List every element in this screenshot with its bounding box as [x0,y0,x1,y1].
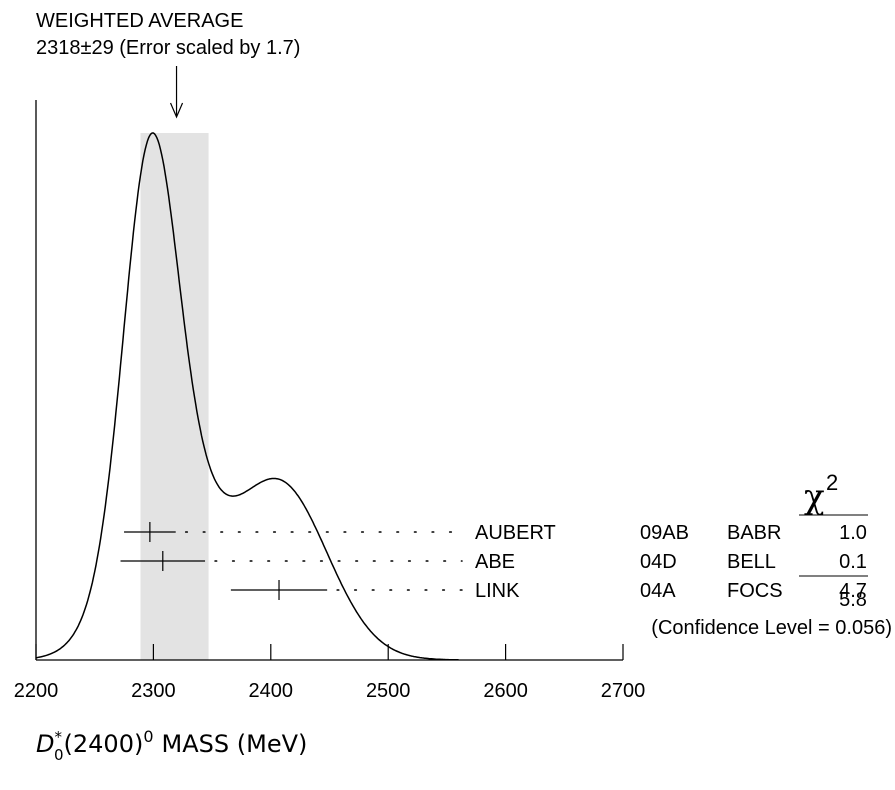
measurement-author-link: LINK [475,580,520,602]
measurement-ref-aubert: 09AB [640,522,689,544]
ideogram-curve [35,132,459,661]
weighted-average-band [140,133,209,660]
measurement-chi2-aubert: 1.0 [839,522,867,544]
average-arrow-head [169,102,184,119]
x-tick-label-2700: 2700 [601,680,646,702]
measurement-experiment-abe: BELL [727,551,776,573]
x-tick-label-2200: 2200 [14,680,59,702]
confidence-level: (Confidence Level = 0.056) [651,617,892,639]
measurement-author-aubert: AUBERT [475,522,556,544]
x-tick-label-2600: 2600 [483,680,528,702]
measurement-experiment-link: FOCS [727,580,783,602]
x-tick-label-2500: 2500 [366,680,411,702]
measurement-chi2-link: 4.7 [839,580,867,602]
measurement-chi2-abe: 0.1 [839,551,867,573]
measurement-experiment-aubert: BABR [727,522,781,544]
x-tick-label-2400: 2400 [249,680,294,702]
chi2-header: χ [804,477,825,517]
chart-subtitle: 2318±29 (Error scaled by 1.7) [36,37,300,59]
chi2-header-sup: 2 [826,470,838,495]
measurement-ref-abe: 04D [640,551,677,573]
x-tick-label-2300: 2300 [131,680,176,702]
measurement-author-abe: ABE [475,551,515,573]
chart-title: WEIGHTED AVERAGE [36,10,243,32]
x-axis-title: D* 0(2400)0 MASS (MeV) [36,727,307,764]
chi2-total: 5.8 [839,589,867,611]
measurement-ref-link: 04A [640,580,676,602]
